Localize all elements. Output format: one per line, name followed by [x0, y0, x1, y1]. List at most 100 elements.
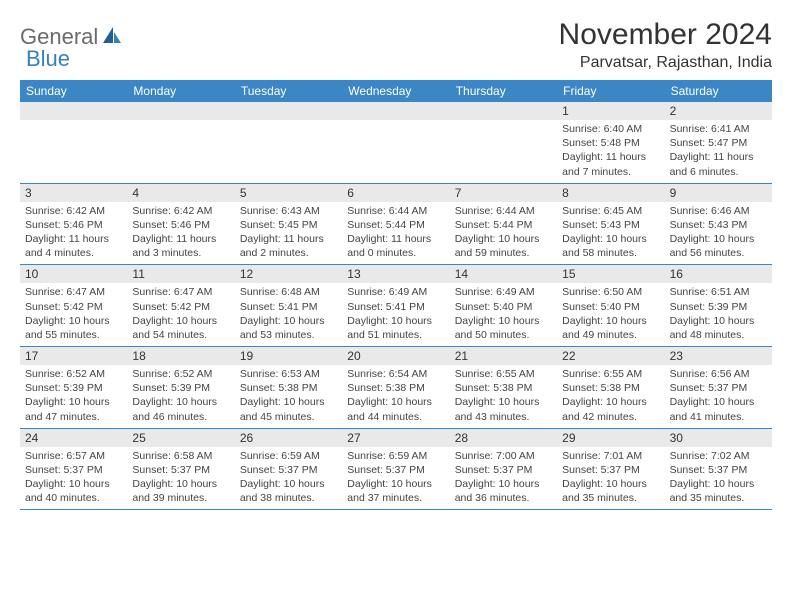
daylight-text: Daylight: 10 hours and 49 minutes. [562, 314, 659, 342]
date-number: 3 [20, 184, 127, 202]
sunrise-text: Sunrise: 6:55 AM [455, 367, 552, 381]
sunset-text: Sunset: 5:39 PM [25, 381, 122, 395]
day-header-cell: Tuesday [235, 80, 342, 102]
cell-details: Sunrise: 6:44 AMSunset: 5:44 PMDaylight:… [342, 202, 449, 265]
daylight-text: Daylight: 10 hours and 36 minutes. [455, 477, 552, 505]
week-row: 24Sunrise: 6:57 AMSunset: 5:37 PMDayligh… [20, 429, 772, 511]
date-number: 14 [450, 265, 557, 283]
daylight-text: Daylight: 10 hours and 37 minutes. [347, 477, 444, 505]
day-header-row: SundayMondayTuesdayWednesdayThursdayFrid… [20, 80, 772, 102]
date-number: 11 [127, 265, 234, 283]
date-number: 1 [557, 102, 664, 120]
date-number: 27 [342, 429, 449, 447]
sunrise-text: Sunrise: 6:46 AM [670, 204, 767, 218]
cell-details: Sunrise: 6:44 AMSunset: 5:44 PMDaylight:… [450, 202, 557, 265]
sunrise-text: Sunrise: 6:49 AM [455, 285, 552, 299]
date-number: 5 [235, 184, 342, 202]
sunrise-text: Sunrise: 6:50 AM [562, 285, 659, 299]
date-number: 2 [665, 102, 772, 120]
cell-details: Sunrise: 6:54 AMSunset: 5:38 PMDaylight:… [342, 365, 449, 428]
cell-details: Sunrise: 6:45 AMSunset: 5:43 PMDaylight:… [557, 202, 664, 265]
sunset-text: Sunset: 5:47 PM [670, 136, 767, 150]
sunrise-text: Sunrise: 6:55 AM [562, 367, 659, 381]
logo-word-2-wrap: Blue [26, 46, 70, 72]
calendar-cell: 23Sunrise: 6:56 AMSunset: 5:37 PMDayligh… [665, 347, 772, 428]
cell-details: Sunrise: 7:00 AMSunset: 5:37 PMDaylight:… [450, 447, 557, 510]
cell-details: Sunrise: 6:51 AMSunset: 5:39 PMDaylight:… [665, 283, 772, 346]
date-number: 19 [235, 347, 342, 365]
sunset-text: Sunset: 5:43 PM [562, 218, 659, 232]
calendar-cell: 21Sunrise: 6:55 AMSunset: 5:38 PMDayligh… [450, 347, 557, 428]
date-number: 29 [557, 429, 664, 447]
sunrise-text: Sunrise: 6:42 AM [25, 204, 122, 218]
date-number: 8 [557, 184, 664, 202]
calendar-cell [342, 102, 449, 183]
daylight-text: Daylight: 10 hours and 44 minutes. [347, 395, 444, 423]
calendar-cell: 13Sunrise: 6:49 AMSunset: 5:41 PMDayligh… [342, 265, 449, 346]
calendar-cell: 25Sunrise: 6:58 AMSunset: 5:37 PMDayligh… [127, 429, 234, 510]
sunset-text: Sunset: 5:44 PM [455, 218, 552, 232]
sunrise-text: Sunrise: 6:52 AM [132, 367, 229, 381]
date-number [450, 102, 557, 120]
sunrise-text: Sunrise: 6:59 AM [347, 449, 444, 463]
daylight-text: Daylight: 10 hours and 42 minutes. [562, 395, 659, 423]
calendar-cell [20, 102, 127, 183]
sunrise-text: Sunrise: 6:45 AM [562, 204, 659, 218]
cell-details: Sunrise: 6:52 AMSunset: 5:39 PMDaylight:… [127, 365, 234, 428]
cell-details: Sunrise: 6:49 AMSunset: 5:40 PMDaylight:… [450, 283, 557, 346]
daylight-text: Daylight: 10 hours and 54 minutes. [132, 314, 229, 342]
date-number: 22 [557, 347, 664, 365]
date-number: 4 [127, 184, 234, 202]
sunset-text: Sunset: 5:41 PM [347, 300, 444, 314]
cell-details: Sunrise: 6:49 AMSunset: 5:41 PMDaylight:… [342, 283, 449, 346]
sunset-text: Sunset: 5:39 PM [132, 381, 229, 395]
cell-details: Sunrise: 7:02 AMSunset: 5:37 PMDaylight:… [665, 447, 772, 510]
calendar-cell: 15Sunrise: 6:50 AMSunset: 5:40 PMDayligh… [557, 265, 664, 346]
calendar-cell: 27 Sunrise: 6:59 AMSunset: 5:37 PMDayligh… [342, 429, 449, 510]
calendar-cell: 9Sunrise: 6:46 AMSunset: 5:43 PMDaylight… [665, 184, 772, 265]
daylight-text: Daylight: 10 hours and 43 minutes. [455, 395, 552, 423]
sunrise-text: Sunrise: 6:59 AM [240, 449, 337, 463]
daylight-text: Daylight: 11 hours and 4 minutes. [25, 232, 122, 260]
week-row: 17Sunrise: 6:52 AMSunset: 5:39 PMDayligh… [20, 347, 772, 429]
daylight-text: Daylight: 10 hours and 51 minutes. [347, 314, 444, 342]
sunrise-text: Sunrise: 6:43 AM [240, 204, 337, 218]
sunset-text: Sunset: 5:42 PM [25, 300, 122, 314]
cell-details: Sunrise: 6:41 AMSunset: 5:47 PMDaylight:… [665, 120, 772, 183]
week-row: 1Sunrise: 6:40 AMSunset: 5:48 PMDaylight… [20, 102, 772, 184]
sunset-text: Sunset: 5:37 PM [347, 463, 444, 477]
sunrise-text: Sunrise: 6:44 AM [455, 204, 552, 218]
calendar-cell [127, 102, 234, 183]
sunrise-text: Sunrise: 7:02 AM [670, 449, 767, 463]
sunset-text: Sunset: 5:37 PM [455, 463, 552, 477]
daylight-text: Daylight: 10 hours and 40 minutes. [25, 477, 122, 505]
sunset-text: Sunset: 5:48 PM [562, 136, 659, 150]
cell-details: Sunrise: 6:46 AMSunset: 5:43 PMDaylight:… [665, 202, 772, 265]
calendar-cell: 18Sunrise: 6:52 AMSunset: 5:39 PMDayligh… [127, 347, 234, 428]
date-number: 10 [20, 265, 127, 283]
sunrise-text: Sunrise: 6:52 AM [25, 367, 122, 381]
cell-details: Sunrise: 6:56 AMSunset: 5:37 PMDaylight:… [665, 365, 772, 428]
calendar-cell: 17Sunrise: 6:52 AMSunset: 5:39 PMDayligh… [20, 347, 127, 428]
daylight-text: Daylight: 11 hours and 2 minutes. [240, 232, 337, 260]
calendar-cell: 12Sunrise: 6:48 AMSunset: 5:41 PMDayligh… [235, 265, 342, 346]
date-number: 7 [450, 184, 557, 202]
cell-details: Sunrise: 6:43 AMSunset: 5:45 PMDaylight:… [235, 202, 342, 265]
cell-details: Sunrise: 6:47 AMSunset: 5:42 PMDaylight:… [127, 283, 234, 346]
sunrise-text: Sunrise: 6:47 AM [132, 285, 229, 299]
cell-details: Sunrise: 6:42 AMSunset: 5:46 PMDaylight:… [20, 202, 127, 265]
sunset-text: Sunset: 5:37 PM [670, 463, 767, 477]
title-block: November 2024 Parvatsar, Rajasthan, Indi… [559, 18, 772, 72]
sunset-text: Sunset: 5:44 PM [347, 218, 444, 232]
daylight-text: Daylight: 10 hours and 48 minutes. [670, 314, 767, 342]
week-row: 3Sunrise: 6:42 AMSunset: 5:46 PMDaylight… [20, 184, 772, 266]
sunrise-text: Sunrise: 6:44 AM [347, 204, 444, 218]
location: Parvatsar, Rajasthan, India [559, 54, 772, 72]
calendar-cell: 16Sunrise: 6:51 AMSunset: 5:39 PMDayligh… [665, 265, 772, 346]
date-number: 17 [20, 347, 127, 365]
sunset-text: Sunset: 5:39 PM [670, 300, 767, 314]
calendar-cell: 7Sunrise: 6:44 AMSunset: 5:44 PMDaylight… [450, 184, 557, 265]
sunset-text: Sunset: 5:37 PM [132, 463, 229, 477]
daylight-text: Daylight: 10 hours and 35 minutes. [562, 477, 659, 505]
daylight-text: Daylight: 10 hours and 39 minutes. [132, 477, 229, 505]
